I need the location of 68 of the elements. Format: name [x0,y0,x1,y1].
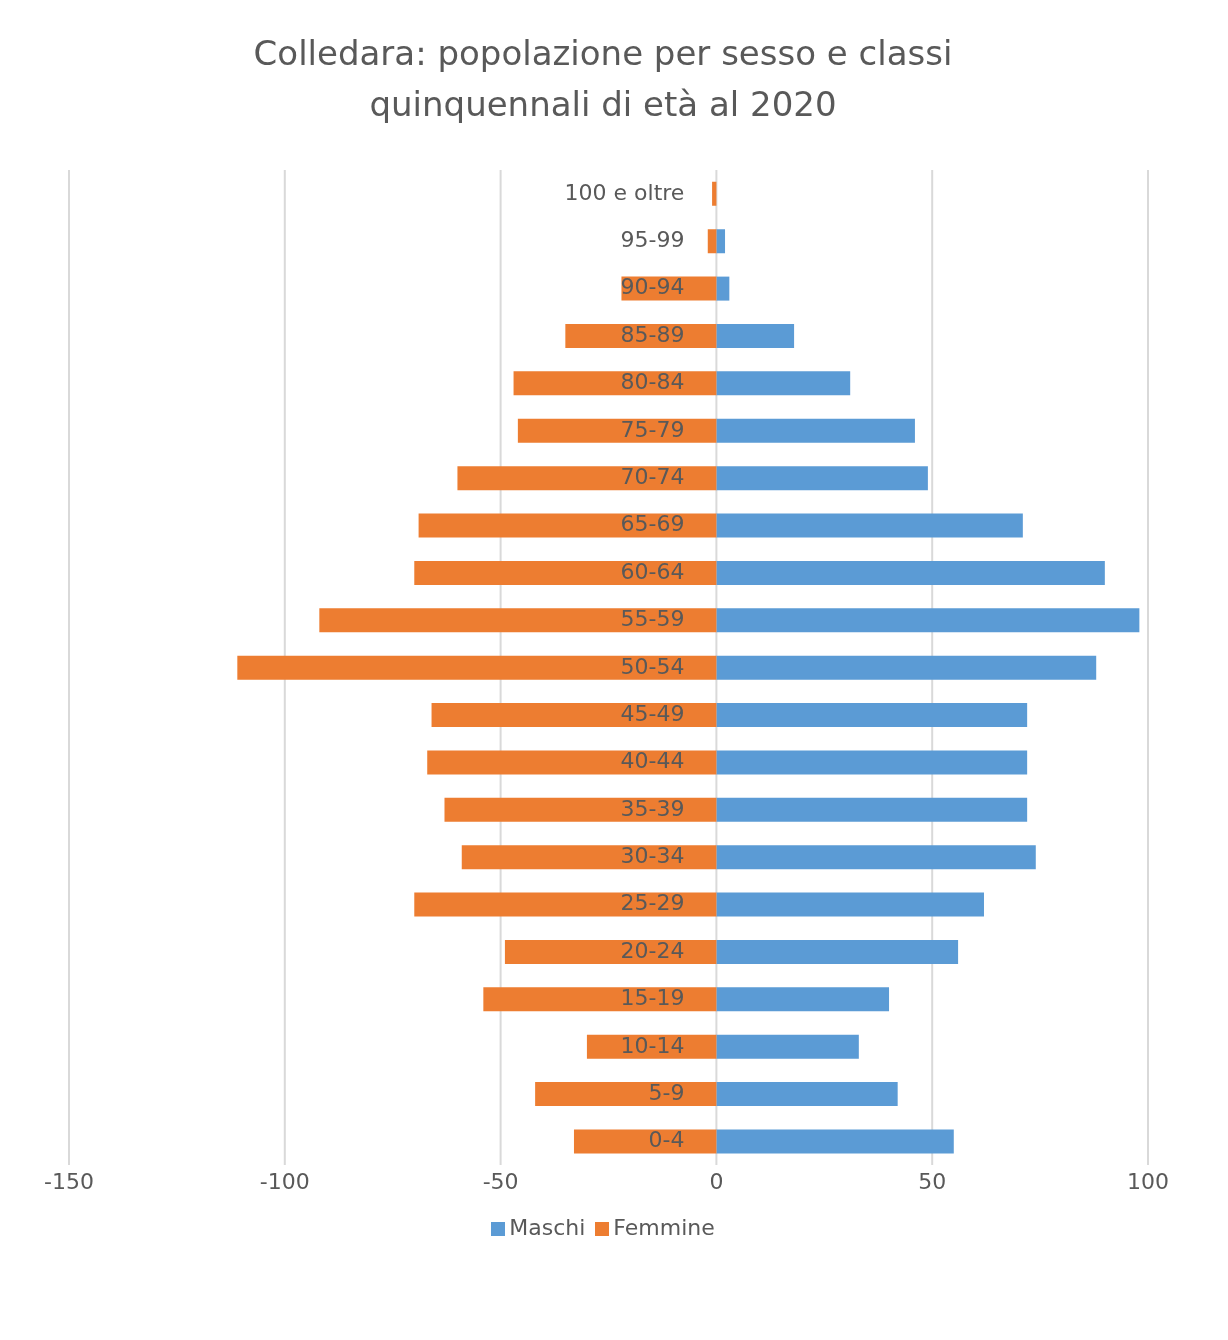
bar [716,323,795,348]
bar [237,655,717,680]
bar [535,1082,717,1107]
y-tick-label: 85-89 [620,321,685,347]
legend-label: Maschi [509,1215,586,1240]
y-tick-label: 100 e oltre [564,179,685,205]
y-tick-label: 70-74 [620,463,685,489]
bar [716,276,730,301]
bar [716,1129,954,1154]
bar [716,987,890,1012]
y-tick-label: 10-14 [620,1032,685,1058]
x-tick-label: 100 [1127,1168,1169,1194]
bar [517,418,717,443]
bar [716,513,1023,538]
bar [716,939,959,964]
y-tick-label: 0-4 [648,1127,685,1153]
bar [414,560,717,585]
bar [418,513,717,538]
x-tick-label: -100 [259,1168,310,1194]
y-tick-label: 65-69 [620,511,685,537]
bar [431,703,717,728]
x-tick-label: -50 [482,1168,519,1194]
chart-title: Colledara: popolazione per sesso e classi quinquennali di età al 2020 [252,32,954,126]
y-tick-label: 15-19 [620,985,685,1011]
x-tick-label: -150 [44,1168,94,1194]
y-tick-label: 55-59 [620,606,685,632]
x-tick-label: 50 [918,1168,947,1194]
legend-label: Femmine [613,1215,715,1240]
y-tick-label: 5-9 [648,1079,685,1105]
y-tick-label: 60-64 [620,558,685,584]
bar [444,797,717,822]
y-tick-label: 25-29 [620,890,685,916]
bar [716,229,726,254]
bar [716,560,1105,585]
y-tick-label: 80-84 [620,369,685,395]
bar [716,371,851,396]
bar [513,371,717,396]
bar [457,466,717,491]
bar [483,987,717,1012]
y-tick-label: 20-24 [620,937,685,963]
y-tick-label: 90-94 [620,274,685,300]
bar [716,608,1140,633]
y-tick-label: 75-79 [620,416,685,442]
bar [716,1034,859,1059]
bar [319,608,717,633]
bar [712,181,717,206]
bar [716,466,928,491]
bar [716,418,915,443]
bar [427,750,717,775]
bar [716,892,984,917]
bar [716,703,1028,728]
y-tick-label: 40-44 [620,748,685,774]
y-tick-label: 30-34 [620,843,685,869]
bar [414,892,717,917]
bar [716,797,1028,822]
bar [504,939,717,964]
bar [716,845,1036,870]
y-tick-label: 45-49 [620,700,685,726]
bar [707,229,717,254]
bar [716,655,1097,680]
x-tick-label: 0 [709,1168,724,1194]
y-tick-label: 50-54 [620,653,685,679]
bar [461,845,717,870]
bar [716,1082,898,1107]
y-tick-label: 95-99 [620,227,685,253]
bar [716,750,1028,775]
bar [573,1129,717,1154]
y-tick-label: 35-39 [620,795,685,821]
